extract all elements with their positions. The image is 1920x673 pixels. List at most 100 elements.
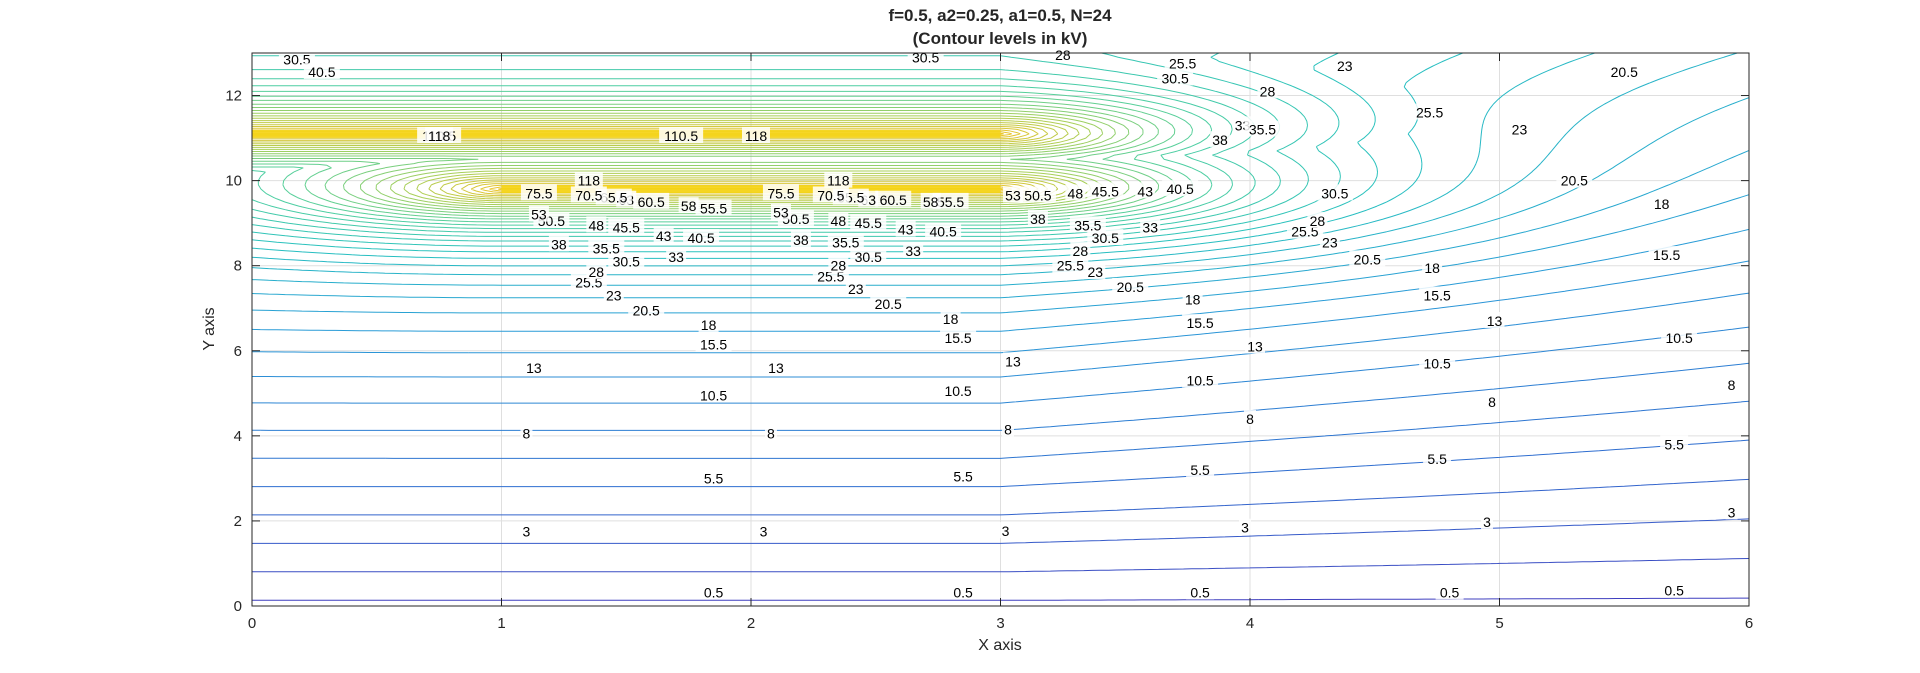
- contour-label: 35.5: [1074, 217, 1101, 233]
- contour-label: 40.5: [1167, 181, 1194, 197]
- contour-label: 15.5: [1186, 315, 1213, 331]
- contour-label: 13: [526, 360, 542, 376]
- contour-label: 3: [1728, 504, 1736, 520]
- contour-label: 70.5: [817, 188, 844, 204]
- contour-label: 20.5: [1611, 64, 1638, 80]
- contour-label: 20.5: [1561, 173, 1588, 189]
- contour-label: 45.5: [613, 219, 640, 235]
- contour-label: 5.5: [704, 470, 724, 486]
- y-tick-label: 8: [234, 258, 242, 275]
- contour-label: 23: [1088, 264, 1104, 280]
- contour-label: 28: [1260, 83, 1276, 99]
- y-tick-label: 12: [225, 88, 242, 105]
- contour-label: 20.5: [875, 296, 902, 312]
- contour-label: 28: [1073, 243, 1089, 259]
- contour-label: 38: [793, 232, 809, 248]
- contour-label: 40.5: [687, 230, 714, 246]
- contour-label: 55.5: [700, 200, 727, 216]
- contour-label: 48: [589, 217, 605, 233]
- contour-label: 18: [1185, 292, 1201, 308]
- contour-label: 8: [1488, 394, 1496, 410]
- contour-label: 43: [1137, 183, 1153, 199]
- contour-label: 60.5: [638, 194, 665, 210]
- contour-label: 8: [767, 426, 775, 442]
- contour-label: 118: [428, 128, 451, 144]
- contour-label: 33: [1142, 219, 1158, 235]
- contour-label: 75.5: [525, 185, 552, 201]
- x-tick-label: 0: [248, 615, 256, 632]
- y-axis-label: Y axis: [201, 307, 218, 350]
- contour-label: 10.5: [1186, 373, 1213, 389]
- contour-label: 18: [943, 311, 959, 327]
- contour-label: 30.5: [855, 249, 882, 265]
- contour-label: 20.5: [633, 302, 660, 318]
- contour-label: 8: [1728, 377, 1736, 393]
- contour-label: 23: [1322, 234, 1338, 250]
- contour-label: 53: [773, 205, 789, 221]
- contour-label: 5.5: [1190, 462, 1210, 478]
- chart-title-line-2: (Contour levels in kV): [913, 29, 1088, 48]
- contour-label: 13: [1247, 339, 1263, 355]
- contour-label: 20.5: [1117, 279, 1144, 295]
- contour-label: 5.5: [1664, 436, 1684, 452]
- contour-label: 45.5: [1092, 183, 1119, 199]
- contour-label: 53: [531, 207, 547, 223]
- contour-label: 0.5: [704, 584, 724, 600]
- contour-label: 10.5: [1424, 356, 1451, 372]
- contour-label: 3: [1241, 520, 1249, 536]
- contour-label: 38: [551, 236, 567, 252]
- contour-label: 15.5: [700, 336, 727, 352]
- contour-label: 5.5: [953, 468, 973, 484]
- contour-label: 0.5: [1440, 584, 1460, 600]
- contour-label: 18: [701, 317, 717, 333]
- x-tick-label: 4: [1246, 615, 1254, 632]
- contour-label: 38: [1212, 132, 1228, 148]
- y-tick-label: 0: [234, 598, 242, 615]
- contour-label: 8: [523, 426, 531, 442]
- contour-label: 50.5: [1024, 188, 1051, 204]
- contour-label: 8: [1004, 421, 1012, 437]
- contour-label: 35.5: [832, 234, 859, 250]
- contour-label: 13: [1005, 353, 1021, 369]
- contour-label: 10.5: [944, 383, 971, 399]
- contour-label: 40.5: [308, 64, 335, 80]
- contour-label: 13: [768, 360, 784, 376]
- contour-label: 60.5: [880, 192, 907, 208]
- contour-label: 58: [923, 194, 939, 210]
- contour-label: 13: [1487, 313, 1503, 329]
- chart-title-line-1: f=0.5, a2=0.25, a1=0.5, N=24: [888, 6, 1112, 25]
- contour-label: 18: [1654, 196, 1670, 212]
- contour-label: 20.5: [1354, 251, 1381, 267]
- contour-label: 23: [1512, 122, 1528, 138]
- contour-label: 0.5: [953, 584, 973, 600]
- y-tick-label: 2: [234, 513, 242, 530]
- contour-label: 38: [1030, 211, 1046, 227]
- contour-label: 25.5: [1416, 105, 1443, 121]
- x-tick-label: 1: [497, 615, 505, 632]
- contour-label: 33: [905, 243, 921, 259]
- contour-label: 28: [1310, 213, 1326, 229]
- contour-label: 43: [656, 228, 672, 244]
- y-tick-label: 6: [234, 343, 242, 360]
- contour-label: 30.5: [1321, 185, 1348, 201]
- contour-label: 58: [681, 198, 697, 214]
- x-axis-label: X axis: [978, 637, 1022, 654]
- contour-label: 25.5: [1169, 56, 1196, 72]
- contour-label: 15.5: [1424, 287, 1451, 303]
- y-tick-label: 10: [225, 173, 242, 190]
- contour-label: 45.5: [855, 215, 882, 231]
- x-tick-label: 6: [1745, 615, 1753, 632]
- contour-label: 55.5: [937, 194, 964, 210]
- contour-label: 3: [1483, 514, 1491, 530]
- contour-label: 70.5: [575, 188, 602, 204]
- electrode-1: [252, 130, 1001, 138]
- contour-label: 8: [1246, 411, 1254, 427]
- contour-label: 48: [1068, 185, 1084, 201]
- contour-label: 5.5: [1427, 451, 1447, 467]
- contour-label: 0.5: [1190, 584, 1210, 600]
- contour-label: 48: [831, 213, 847, 229]
- contour-label: 40.5: [929, 224, 956, 240]
- contour-label: 43: [898, 222, 914, 238]
- contour-label: 118: [745, 128, 768, 144]
